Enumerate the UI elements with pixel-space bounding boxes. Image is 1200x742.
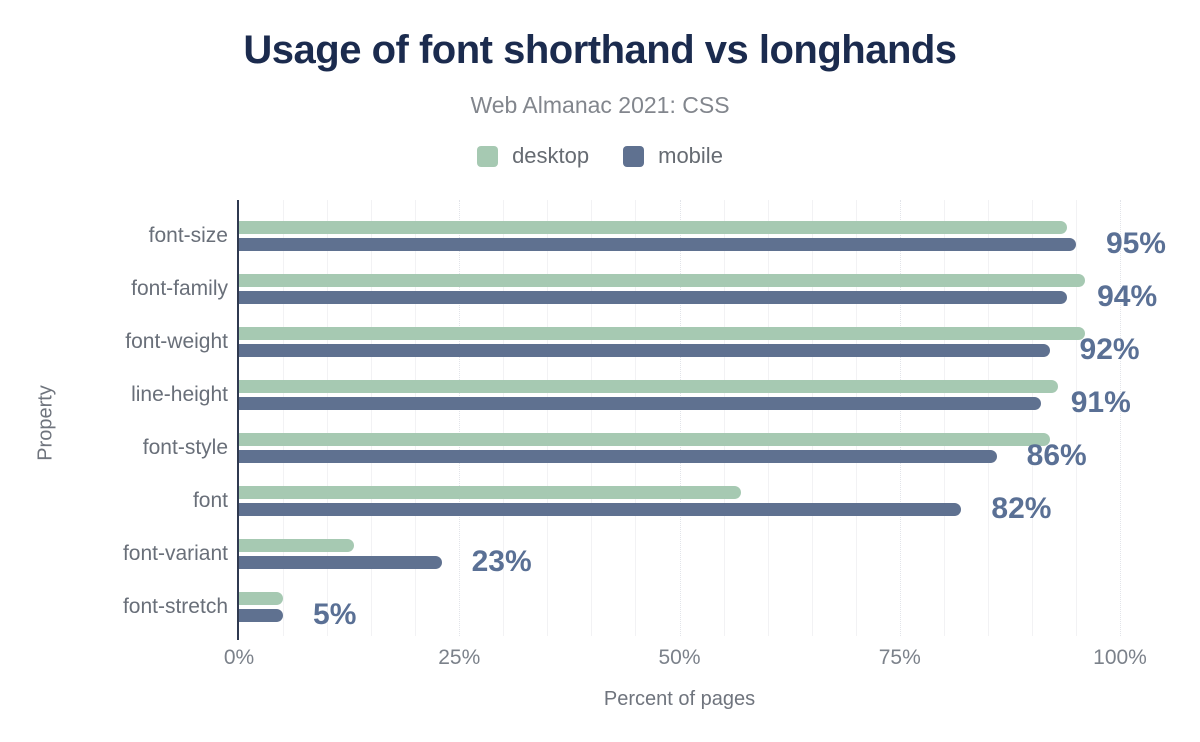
category-label-font: font [192, 489, 228, 512]
value-label-font-weight: 92% [1079, 333, 1140, 366]
category-label-font-family: font-family [131, 277, 228, 300]
gridline-minor [503, 200, 505, 636]
legend-item-mobile: mobile [623, 143, 723, 169]
legend-label-desktop: desktop [512, 143, 590, 168]
x-tick-0: 0% [223, 646, 255, 669]
x-tick-50: 50% [658, 646, 701, 669]
bar-desktop-font [239, 486, 742, 499]
gridline-minor [1075, 200, 1077, 636]
value-label-line-height: 91% [1070, 386, 1131, 419]
gridline-minor [371, 200, 373, 636]
category-label-line-height: line-height [131, 383, 228, 406]
plot-area [239, 200, 1121, 636]
x-axis-title: Percent of pages [603, 688, 756, 710]
bar-mobile-font [239, 503, 962, 516]
gridline-minor [723, 200, 725, 636]
y-axis-title: Property [34, 385, 57, 461]
category-label-font-variant: font-variant [122, 542, 228, 565]
legend-label-mobile: mobile [658, 143, 723, 168]
value-label-font-style: 86% [1026, 439, 1087, 472]
gridline-major [679, 200, 681, 636]
gridline-minor [943, 200, 945, 636]
bar-mobile-font-family [239, 291, 1068, 304]
gridline-minor [635, 200, 637, 636]
category-label-font-weight: font-weight [125, 330, 228, 353]
gridline-major [459, 200, 461, 636]
x-tick-75: 75% [878, 646, 921, 669]
gridline-minor [1031, 200, 1033, 636]
bar-desktop-font-style [239, 433, 1050, 446]
bar-desktop-line-height [239, 380, 1059, 393]
gridline-minor [283, 200, 285, 636]
value-label-font: 82% [991, 492, 1052, 525]
chart-subtitle: Web Almanac 2021: CSS [470, 92, 730, 118]
bar-desktop-font-stretch [239, 592, 284, 605]
gridline-minor [811, 200, 813, 636]
y-axis-line [237, 200, 239, 640]
category-label-font-style: font-style [142, 436, 228, 459]
gridline-major [1120, 200, 1121, 636]
chart-title: Usage of font shorthand vs longhands [243, 28, 957, 72]
bar-mobile-font-variant [239, 556, 442, 569]
gridline-minor [767, 200, 769, 636]
gridline-minor [547, 200, 549, 636]
legend-item-desktop: desktop [477, 143, 589, 169]
gridline-minor [415, 200, 417, 636]
gridline-major [899, 200, 901, 636]
mobile-swatch [623, 145, 645, 167]
value-label-font-family: 94% [1097, 280, 1158, 313]
value-label-font-size: 95% [1105, 227, 1166, 260]
bar-mobile-font-stretch [239, 609, 284, 622]
gridline-minor [591, 200, 593, 636]
bar-mobile-font-size [239, 238, 1076, 251]
x-tick-100: 100% [1093, 646, 1147, 669]
gridline-minor [855, 200, 857, 636]
desktop-swatch [477, 145, 499, 167]
category-label-font-stretch: font-stretch [122, 595, 228, 618]
bar-mobile-font-weight [239, 344, 1050, 357]
bar-mobile-line-height [239, 397, 1041, 410]
gridline-minor [987, 200, 989, 636]
x-tick-25: 25% [438, 646, 481, 669]
gridline-minor [327, 200, 329, 636]
bar-desktop-font-size [239, 221, 1068, 234]
bar-desktop-font-family [239, 274, 1085, 287]
value-label-font-variant: 23% [471, 545, 532, 578]
category-label-font-size: font-size [148, 224, 228, 247]
bar-mobile-font-style [239, 450, 997, 463]
legend: desktop mobile [0, 143, 1200, 169]
bar-desktop-font-variant [239, 539, 354, 552]
value-label-font-stretch: 5% [313, 598, 357, 631]
bar-desktop-font-weight [239, 327, 1085, 340]
